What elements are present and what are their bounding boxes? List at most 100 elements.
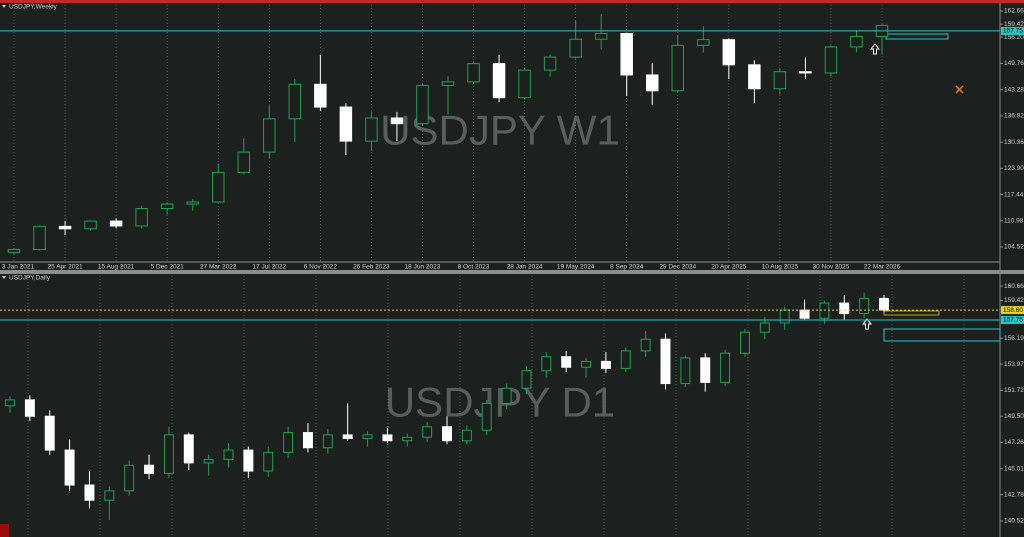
price-label-bg xyxy=(1001,315,1024,324)
watermark: USDJPY W1 xyxy=(380,107,620,154)
candle-body xyxy=(322,434,333,449)
y-tick-label: 110.98 xyxy=(1004,217,1024,224)
y-tick-label: 104.52 xyxy=(1004,244,1024,251)
candle-body xyxy=(223,449,234,460)
candle-body xyxy=(541,356,552,372)
candle-body xyxy=(739,331,750,354)
candle-body xyxy=(382,434,393,442)
y-tick-label: 136.82 xyxy=(1004,113,1024,120)
candle-body xyxy=(365,117,378,142)
x-tick-label: 19 May 2024 xyxy=(557,264,595,271)
candle-body xyxy=(581,360,592,368)
candle-body xyxy=(64,449,75,486)
candle-body xyxy=(600,360,611,369)
candle-body xyxy=(467,63,480,83)
candle-body xyxy=(620,350,631,369)
candle-body xyxy=(773,71,787,90)
candle-body xyxy=(5,399,15,407)
candle-body xyxy=(263,118,276,153)
y-tick-label: 140.52 xyxy=(1004,518,1024,525)
x-tick-label: 20 Apr 2025 xyxy=(711,264,746,271)
candle-body xyxy=(186,201,199,205)
chart-header: USDJPY,Weekly xyxy=(9,4,58,11)
x-tick-label: 10 Aug 2025 xyxy=(762,264,799,271)
candle-body xyxy=(594,33,608,40)
x-tick-label: 3 Jan 2021 xyxy=(2,264,35,271)
x-tick-label: 22 Mar 2026 xyxy=(864,264,901,271)
candle-body xyxy=(84,484,95,501)
candle-body xyxy=(620,33,633,76)
y-tick-label: 142.78 xyxy=(1004,491,1024,498)
y-tick-label: 156.19 xyxy=(1004,335,1024,342)
candle-body xyxy=(237,151,251,173)
x-tick-label: 5 Dec 2021 xyxy=(151,264,185,271)
y-tick-label: 159.42 xyxy=(1004,21,1024,28)
candle-body xyxy=(362,434,373,439)
candle-body xyxy=(163,434,174,474)
candle-body xyxy=(521,370,532,389)
candle-body xyxy=(416,85,429,125)
candle-body xyxy=(135,208,148,227)
arrow-icon xyxy=(861,318,873,330)
candle-body xyxy=(302,432,313,449)
candle-body xyxy=(24,399,35,417)
x-tick-label: 18 Jun 2023 xyxy=(405,264,441,271)
candle-body xyxy=(680,357,691,385)
candle-body xyxy=(561,356,572,368)
candle-body xyxy=(342,434,353,439)
top-bar xyxy=(0,0,1024,3)
x-tick-label: 30 Nov 2025 xyxy=(813,264,850,271)
candle-body xyxy=(879,297,889,311)
y-tick-label: 149.76 xyxy=(1004,60,1024,67)
x-tick-label: 15 Aug 2021 xyxy=(98,264,135,271)
header-triangle xyxy=(2,276,6,279)
x-tick-label: 26 Feb 2023 xyxy=(353,264,390,271)
candle-body xyxy=(211,171,225,203)
y-tick-label: 156.20 xyxy=(1004,34,1024,41)
candle-body xyxy=(700,357,711,383)
y-tick-label: 162.66 xyxy=(1004,8,1024,15)
candle-body xyxy=(283,432,294,453)
candle-body xyxy=(850,35,863,48)
corner-mark xyxy=(0,524,9,537)
candle-body xyxy=(390,117,404,125)
y-tick-label: 130.36 xyxy=(1004,139,1024,146)
candle-body xyxy=(819,302,830,319)
candle-body xyxy=(33,225,46,250)
arrow-icon xyxy=(869,43,881,55)
y-tick-label: 147.26 xyxy=(1004,439,1024,446)
y-tick-label: 149.50 xyxy=(1004,413,1024,420)
candle-body xyxy=(461,429,472,442)
candle-body xyxy=(748,64,761,90)
candle-body xyxy=(263,451,274,472)
candle-body xyxy=(645,74,659,92)
chart-header: USDJPY,Daily xyxy=(9,275,51,282)
y-tick-label: 145.01 xyxy=(1004,465,1024,472)
candle-body xyxy=(518,69,531,99)
candle-body xyxy=(640,338,651,352)
candle-body xyxy=(422,426,433,438)
price-label: 157.75 xyxy=(1003,28,1023,35)
candle-body xyxy=(697,39,710,46)
x-tick-label: 29 Dec 2024 xyxy=(659,264,696,271)
candle-body xyxy=(492,63,506,99)
candle-body xyxy=(339,106,353,142)
price-label: 158.60 xyxy=(1003,307,1023,314)
y-tick-label: 153.97 xyxy=(1004,361,1024,368)
candle-body xyxy=(314,83,327,108)
candle-body xyxy=(671,44,685,92)
candle-body xyxy=(203,458,214,464)
header-triangle xyxy=(2,5,6,8)
candle-body xyxy=(124,464,135,492)
zone-box xyxy=(883,310,940,316)
candle-body xyxy=(160,203,174,210)
candle-body xyxy=(569,38,582,58)
candle-body xyxy=(243,449,254,472)
x-tick-label: 17 Jul 2022 xyxy=(252,264,286,271)
watermark: USDJPY D1 xyxy=(385,379,615,426)
candle-body xyxy=(824,46,838,74)
candle-body xyxy=(799,309,810,319)
x-tick-label: 27 Mar 2022 xyxy=(200,264,237,271)
zone-box xyxy=(883,328,1001,342)
